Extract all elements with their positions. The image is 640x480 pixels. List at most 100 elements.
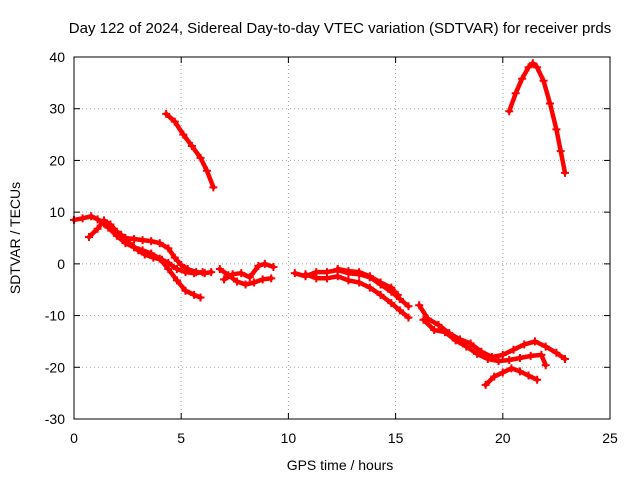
data-point [147,249,156,258]
data-point [290,269,299,278]
data-point [355,278,364,287]
data-point [518,74,527,83]
data-point [220,275,229,284]
data-point [552,125,561,134]
y-tick-label: 0 [57,256,65,272]
data-point [301,270,310,279]
data-point [415,301,424,310]
data-point [87,212,96,221]
data-point [93,224,102,233]
data-point [505,356,514,365]
data-point [505,107,514,116]
data-point [250,278,259,287]
data-point [387,283,396,292]
data-point [183,265,192,274]
data-point [365,272,374,281]
series-track-c [106,225,203,300]
data-point [237,269,246,278]
data-point [196,153,205,162]
data-point [539,76,548,85]
y-axis-title: SDTVAR / TECUs [7,182,23,294]
data-point [312,274,321,283]
data-point [498,350,507,359]
x-tick-label: 0 [70,430,78,446]
data-point [344,267,353,276]
x-tick-label: 10 [281,430,297,446]
data-point [537,350,546,359]
data-point [196,293,205,302]
data-point [395,306,404,315]
data-point [552,348,561,357]
x-tick-label: 20 [495,430,511,446]
data-point [393,290,402,299]
data-point [130,243,139,252]
data-point [170,117,179,126]
data-point [200,269,209,278]
data-point [177,260,186,269]
data-point [164,244,173,253]
data-point [483,355,492,364]
data-point [192,268,201,277]
data-point [130,235,139,244]
data-point [533,375,542,384]
data-point [395,295,404,304]
x-tick-label: 15 [388,430,404,446]
series-track-m [506,60,568,176]
data-point [387,299,396,308]
data-point [187,141,196,150]
data-point [524,371,533,380]
data-point [170,253,179,262]
data-point [511,89,520,98]
data-point [147,237,156,246]
y-tick-label: -20 [45,359,65,375]
data-point [530,337,539,346]
data-point [365,283,374,292]
data-point [466,339,475,348]
data-series [70,59,569,389]
data-point [404,302,413,311]
data-point [560,168,569,177]
data-point [181,286,190,295]
data-point [155,239,164,248]
data-point [333,272,342,281]
data-point [260,259,269,268]
data-point [376,290,385,299]
data-point [462,342,471,351]
x-tick-label: 25 [602,430,618,446]
data-point [440,328,449,337]
y-tick-label: 30 [49,101,65,117]
x-axis-title: GPS time / hours [287,457,394,473]
data-point [404,313,413,322]
data-point [155,254,164,263]
y-tick-label: 10 [49,204,65,220]
data-point [560,355,569,364]
y-tick-label: -30 [45,411,65,427]
data-point [344,276,353,285]
data-point [207,268,216,277]
data-point [490,372,499,381]
data-point [515,353,524,362]
data-point [524,63,533,72]
data-point [322,274,331,283]
data-point [241,280,250,289]
y-tick-label: 40 [49,49,65,65]
data-point [533,63,542,72]
data-point [164,265,173,274]
data-point [202,166,211,175]
series-track-f [163,111,216,190]
x-tick-label: 5 [177,430,185,446]
data-point [78,214,87,223]
data-point [104,223,113,232]
data-point [376,278,385,287]
data-point [209,183,218,192]
data-point [258,275,267,284]
data-point [419,315,428,324]
data-point [507,364,516,373]
data-point [228,270,237,279]
data-point [509,345,518,354]
y-tick-label: 20 [49,152,65,168]
data-point [498,368,507,377]
data-point [494,357,503,366]
data-point [541,361,550,370]
